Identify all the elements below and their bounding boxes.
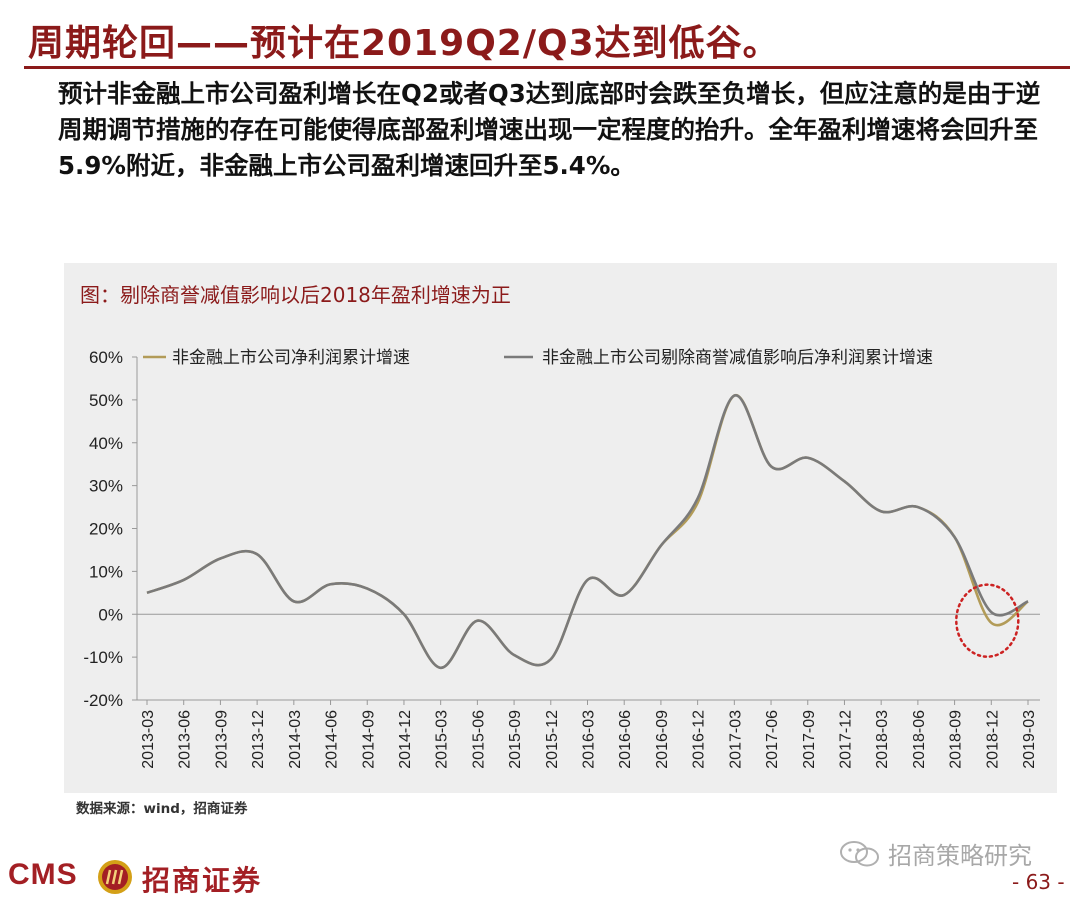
x-tick-label: 2015-06 xyxy=(470,710,487,769)
x-tick-label: 2017-12 xyxy=(837,710,854,769)
brand-name: 招商证券 xyxy=(142,864,263,897)
x-tick-label: 2014-03 xyxy=(287,710,304,769)
x-tick-label: 2017-09 xyxy=(801,710,818,769)
y-tick-label: 0% xyxy=(98,605,123,624)
x-tick-label: 2014-09 xyxy=(360,710,377,769)
brand-latin: CMS xyxy=(8,858,78,891)
x-tick-label: 2019-03 xyxy=(1021,710,1038,769)
x-tick-label: 2014-06 xyxy=(324,710,341,769)
source-note: 数据来源：wind，招商证券 xyxy=(76,801,248,817)
x-tick-label: 2016-03 xyxy=(581,710,598,769)
x-tick-label: 2018-12 xyxy=(984,710,1001,769)
x-tick-label: 2015-03 xyxy=(434,710,451,769)
x-tick-label: 2016-06 xyxy=(617,710,634,769)
y-tick-label: -10% xyxy=(83,648,123,667)
trough-highlight-circle xyxy=(955,583,1020,658)
x-tick-label: 2014-12 xyxy=(397,710,414,769)
chart-panel xyxy=(64,263,1057,793)
y-tick-label: 10% xyxy=(89,562,123,581)
y-tick-label: 50% xyxy=(89,391,123,410)
y-tick-label: 60% xyxy=(89,348,123,367)
x-tick-label: 2016-09 xyxy=(654,710,671,769)
x-tick-label: 2013-12 xyxy=(250,710,267,769)
chart-caption: 图：剔除商誉减值影响以后2018年盈利增速为正 xyxy=(80,283,511,307)
x-tick-label: 2017-03 xyxy=(727,710,744,769)
legend-label-2: 非金融上市公司剔除商誉减值影响后净利润累计增速 xyxy=(542,348,933,368)
y-tick-label: -20% xyxy=(83,691,123,710)
x-tick-label: 2015-09 xyxy=(507,710,524,769)
legend-label-1: 非金融上市公司净利润累计增速 xyxy=(172,348,410,368)
title-divider xyxy=(24,66,1070,69)
x-tick-label: 2013-06 xyxy=(177,710,194,769)
x-tick-label: 2018-09 xyxy=(948,710,965,769)
series-line-1 xyxy=(146,394,1029,670)
summary-paragraph: 预计非金融上市公司盈利增长在Q2或者Q3达到底部时会跌至负增长，但应注意的是由于… xyxy=(58,79,1041,180)
wechat-icon xyxy=(840,841,879,867)
slide-title: 周期轮回——预计在2019Q2/Q3达到低谷。 xyxy=(28,23,780,64)
x-tick-label: 2016-12 xyxy=(691,710,708,769)
cms-sun-logo-icon xyxy=(98,860,132,894)
page-number: - 63 - xyxy=(1012,870,1065,894)
x-tick-label: 2018-03 xyxy=(874,710,891,769)
x-tick-label: 2015-12 xyxy=(544,710,561,769)
y-tick-label: 30% xyxy=(89,477,123,496)
watermark-text: 招商策略研究 xyxy=(888,842,1032,870)
x-tick-label: 2018-06 xyxy=(911,710,928,769)
x-tick-label: 2013-09 xyxy=(213,710,230,769)
y-tick-label: 20% xyxy=(89,520,123,539)
series-line-2 xyxy=(146,394,1029,670)
x-tick-label: 2017-06 xyxy=(764,710,781,769)
y-tick-label: 40% xyxy=(89,434,123,453)
x-tick-label: 2013-03 xyxy=(140,710,157,769)
